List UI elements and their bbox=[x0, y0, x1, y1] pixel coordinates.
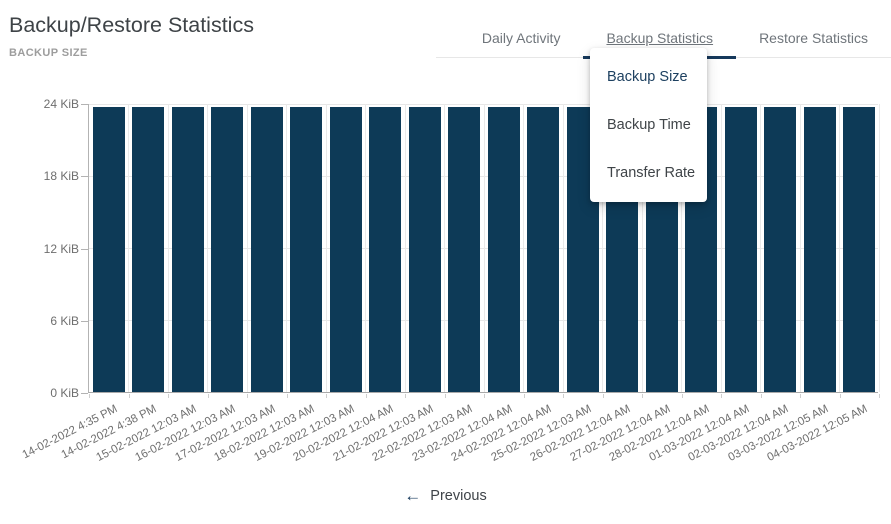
y-axis-tick bbox=[81, 393, 88, 394]
gridline-x bbox=[760, 104, 761, 392]
bar-16-02-2022-12-03-am[interactable] bbox=[211, 106, 244, 392]
bar-20-02-2022-12-04-am[interactable] bbox=[369, 106, 402, 392]
x-axis-tick bbox=[721, 394, 722, 398]
x-axis-tick bbox=[839, 394, 841, 398]
gridline-x bbox=[602, 104, 603, 392]
page-title: Backup/Restore Statistics bbox=[9, 13, 254, 37]
x-axis-tick bbox=[365, 394, 367, 398]
gridline-x bbox=[839, 104, 840, 392]
x-axis-tick bbox=[168, 394, 169, 398]
gridline-x bbox=[325, 104, 327, 392]
gridline-x bbox=[523, 104, 524, 392]
tab-restore-statistics[interactable]: Restore Statistics bbox=[759, 30, 868, 46]
x-axis-tick bbox=[681, 394, 683, 398]
pagination: ← Previous bbox=[0, 487, 891, 506]
bar-14-02-2022-4-38-pm[interactable] bbox=[132, 106, 165, 392]
x-axis-tick bbox=[444, 394, 446, 398]
x-axis-tick bbox=[563, 394, 564, 398]
gridline-x bbox=[720, 104, 722, 392]
bar-14-02-2022-4-35-pm[interactable] bbox=[92, 106, 125, 392]
gridline-x bbox=[128, 104, 129, 392]
x-axis-ticks bbox=[89, 393, 880, 398]
y-axis-label: 0 KiB bbox=[50, 386, 79, 400]
menu-item-backup-time[interactable]: Backup Time bbox=[607, 117, 691, 133]
menu-item-backup-size[interactable]: Backup Size bbox=[607, 69, 688, 85]
x-axis-tick bbox=[326, 394, 327, 398]
bar-03-03-2022-12-05-am[interactable] bbox=[803, 106, 836, 392]
previous-label: Previous bbox=[430, 488, 487, 504]
gridline-x bbox=[681, 104, 682, 392]
bar-01-03-2022-12-04-am[interactable] bbox=[724, 106, 757, 392]
x-axis-tick bbox=[405, 394, 406, 398]
gridline-x bbox=[444, 104, 445, 392]
bar-22-02-2022-12-03-am[interactable] bbox=[448, 106, 481, 392]
bar-02-03-2022-12-04-am[interactable] bbox=[764, 106, 797, 392]
bar-24-02-2022-12-04-am[interactable] bbox=[527, 106, 560, 392]
y-axis-label: 12 KiB bbox=[43, 241, 79, 256]
y-axis-tick bbox=[81, 176, 88, 178]
x-axis-tick bbox=[89, 394, 90, 398]
y-axis-label: 6 KiB bbox=[50, 313, 79, 328]
x-axis-tick bbox=[247, 394, 248, 398]
x-axis-tick bbox=[800, 394, 801, 398]
y-axis-tick bbox=[81, 104, 88, 105]
y-axis-label: 24 KiB bbox=[43, 97, 79, 111]
y-axis-tick bbox=[81, 248, 88, 250]
y-axis-tick bbox=[81, 320, 88, 322]
chart-subtitle: BACKUP SIZE bbox=[9, 47, 88, 59]
tab-daily-activity[interactable]: Daily Activity bbox=[481, 30, 561, 46]
gridline-x bbox=[799, 104, 801, 392]
x-axis-tick bbox=[879, 394, 880, 398]
x-axis-tick bbox=[602, 394, 604, 398]
y-axis-label: 18 KiB bbox=[43, 169, 79, 184]
x-axis-tick bbox=[207, 394, 209, 398]
gridline-x bbox=[562, 104, 564, 392]
gridline-x bbox=[641, 104, 643, 392]
x-axis-tick bbox=[523, 394, 525, 398]
header: Backup/Restore Statistics BACKUP SIZE bbox=[9, 10, 254, 59]
bar-21-02-2022-12-03-am[interactable] bbox=[408, 106, 441, 392]
gridline-x bbox=[207, 104, 208, 392]
backup-size-bar-chart: 0 KiB 6 KiB 12 KiB 18 KiB 24 KiB 14-02-2022 4… bbox=[20, 97, 880, 464]
gridline-x bbox=[167, 104, 169, 392]
bar-04-03-2022-12-05-am[interactable] bbox=[843, 106, 876, 392]
x-axis-tick bbox=[484, 394, 485, 398]
arrow-left-icon: ← bbox=[404, 486, 422, 505]
gridline-x bbox=[878, 104, 880, 392]
previous-button[interactable]: ← Previous bbox=[404, 487, 486, 505]
bar-18-02-2022-12-03-am[interactable] bbox=[290, 106, 323, 392]
x-axis-tick bbox=[642, 394, 643, 398]
gridline-x bbox=[483, 104, 485, 392]
menu-item-transfer-rate[interactable]: Transfer Rate bbox=[607, 165, 696, 181]
bar-19-02-2022-12-03-am[interactable] bbox=[329, 106, 362, 392]
backup-statistics-menu: Backup Size Backup Time Transfer Rate bbox=[590, 48, 707, 202]
x-axis-tick bbox=[128, 394, 130, 398]
bar-17-02-2022-12-03-am[interactable] bbox=[250, 106, 283, 392]
gridline-x bbox=[286, 104, 287, 392]
gridline-x bbox=[246, 104, 248, 392]
x-axis-tick bbox=[286, 394, 288, 398]
gridline-x bbox=[404, 104, 406, 392]
x-axis-tick bbox=[760, 394, 762, 398]
gridline-x bbox=[365, 104, 366, 392]
bar-15-02-2022-12-03-am[interactable] bbox=[171, 106, 204, 392]
bar-23-02-2022-12-04-am[interactable] bbox=[487, 106, 520, 392]
